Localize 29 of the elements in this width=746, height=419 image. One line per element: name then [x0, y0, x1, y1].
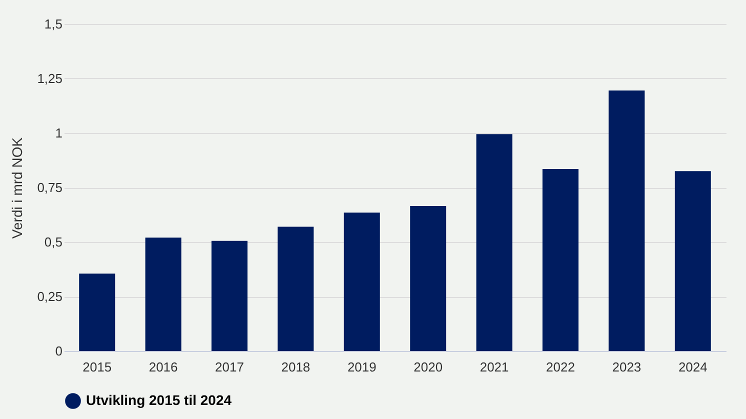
bar [212, 240, 248, 351]
bar [410, 206, 446, 351]
x-tick-label: 2024 [678, 360, 708, 374]
bar [79, 274, 116, 351]
x-tick-label: 2015 [82, 360, 112, 374]
y-tick-label: 1,25 [37, 71, 62, 86]
bar [278, 226, 314, 351]
legend-label: Utvikling 2015 til 2024 [86, 392, 232, 408]
y-tick-label: 0,75 [37, 180, 62, 195]
x-tick-label: 2019 [347, 360, 376, 374]
bar [608, 90, 645, 351]
x-tick-label: 2022 [546, 360, 575, 374]
y-tick-label: 0 [55, 344, 62, 358]
bar [476, 134, 512, 351]
bar [145, 238, 182, 351]
bar [674, 171, 711, 351]
x-tick-label: 2016 [148, 360, 178, 374]
y-tick-label: 1 [55, 126, 62, 140]
x-tick-label: 2017 [215, 360, 244, 374]
x-tick-label: 2021 [480, 360, 509, 374]
x-tick-label: 2023 [612, 360, 642, 374]
y-axis-title: Verdi i mrd NOK [9, 136, 26, 239]
y-tick-label: 0,5 [44, 234, 62, 250]
y-tick-label: 0,25 [37, 289, 62, 304]
x-tick-label: 2018 [281, 360, 310, 374]
bar [344, 212, 380, 351]
x-tick-label: 2020 [414, 360, 443, 374]
y-tick-label: 1,5 [44, 16, 62, 32]
bar [542, 168, 578, 351]
